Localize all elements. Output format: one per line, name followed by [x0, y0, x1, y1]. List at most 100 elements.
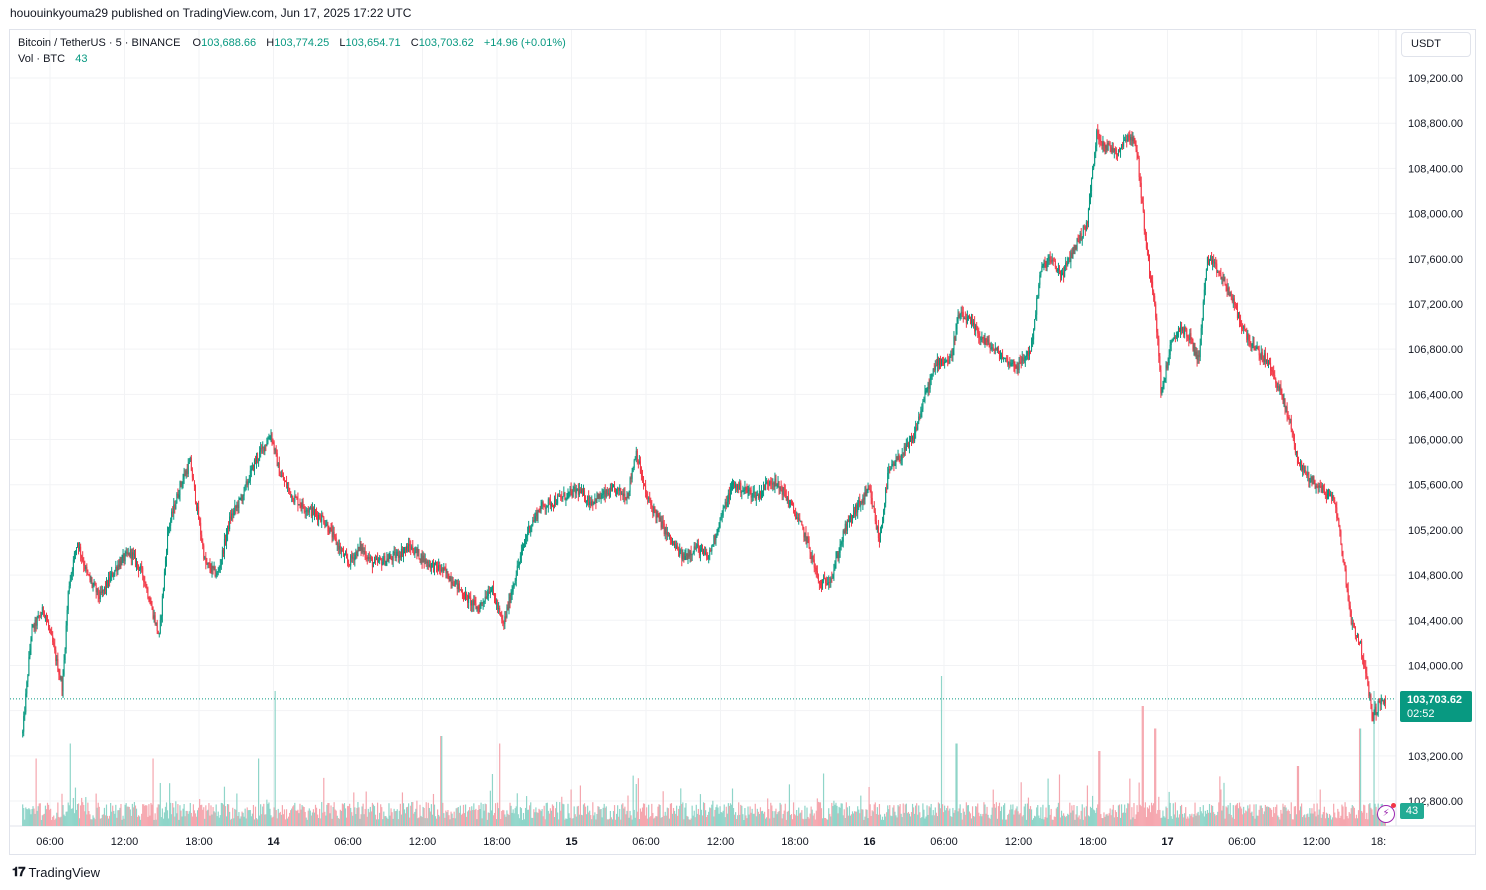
- candle-body: [52, 635, 54, 643]
- candle-body: [321, 515, 323, 522]
- currency-button[interactable]: USDT: [1401, 32, 1471, 57]
- volume-bar: [575, 816, 577, 826]
- candle-body: [1302, 465, 1304, 471]
- candle-body: [727, 493, 729, 502]
- volume-bar: [330, 805, 332, 826]
- candle-body: [1337, 517, 1339, 520]
- volume-bar: [574, 814, 576, 826]
- candle-body: [576, 488, 578, 490]
- candle-body: [991, 347, 993, 349]
- volume-bar: [312, 809, 315, 826]
- volume-bar: [1302, 817, 1304, 826]
- volume-bar: [1293, 806, 1295, 826]
- volume-bar: [171, 814, 173, 826]
- candle-body: [1279, 386, 1281, 391]
- volume-bar: [1101, 817, 1103, 826]
- candle-body: [1065, 262, 1067, 267]
- volume-bar: [1021, 816, 1023, 826]
- legend-symbol[interactable]: Bitcoin / TetherUS · 5 · BINANCE: [18, 37, 181, 49]
- candle-body: [684, 555, 686, 560]
- volume-bar: [1311, 808, 1313, 826]
- volume-bar: [520, 808, 523, 826]
- candle-body: [1187, 336, 1189, 339]
- volume-bar: [339, 809, 341, 826]
- candle-body: [408, 543, 410, 552]
- candle-body: [999, 356, 1001, 360]
- legend-volume-label[interactable]: Vol · BTC: [18, 53, 66, 65]
- volume-bar: [620, 819, 622, 826]
- candle-body: [163, 571, 165, 589]
- candle-body: [1245, 329, 1247, 332]
- candle-body: [161, 595, 163, 617]
- candle-body: [906, 442, 908, 444]
- chart-frame[interactable]: [9, 29, 1476, 855]
- candle-body: [767, 481, 769, 485]
- volume-bar: [934, 807, 936, 826]
- volume-bar: [178, 819, 180, 826]
- candle-body: [610, 487, 612, 490]
- volume-bar: [474, 810, 476, 826]
- candle-body: [983, 337, 985, 345]
- volume-bar: [351, 812, 353, 826]
- volume-bar: [918, 805, 920, 826]
- volume-bar: [591, 819, 593, 826]
- candle-body: [784, 490, 786, 496]
- volume-bar: [248, 810, 250, 826]
- candle-body: [500, 612, 502, 616]
- candle-body: [444, 567, 446, 570]
- volume-bar: [1322, 811, 1324, 826]
- volume-bar: [542, 816, 544, 826]
- volume-bar: [831, 802, 833, 826]
- candle-body: [1235, 305, 1237, 309]
- candle-body: [1271, 370, 1273, 372]
- candle-body: [1156, 317, 1158, 333]
- candle-body: [635, 450, 637, 460]
- candle-body: [272, 441, 274, 443]
- candle-body: [855, 505, 857, 515]
- volume-bar: [795, 815, 797, 826]
- volume-bar: [1190, 815, 1192, 826]
- volume-bar: [369, 806, 371, 826]
- volume-bar: [1170, 816, 1172, 826]
- volume-bar: [1265, 806, 1268, 826]
- tradingview-footer[interactable]: 𝟏𝟕 TradingView: [12, 864, 100, 880]
- candle-body: [136, 561, 138, 565]
- candle-body: [918, 416, 920, 422]
- volume-bar: [1043, 819, 1045, 826]
- volume-bar: [729, 803, 732, 826]
- candle-body: [1212, 259, 1214, 265]
- candle-body: [546, 505, 548, 508]
- candle-body: [363, 550, 365, 552]
- candle-body: [604, 490, 606, 497]
- volume-bar: [577, 805, 579, 826]
- candle-body: [1293, 434, 1295, 444]
- candle-body: [305, 510, 307, 513]
- candle-body: [377, 558, 379, 562]
- volume-bar: [1203, 816, 1205, 826]
- volume-bar: [309, 810, 311, 826]
- y-tick-label: 104,400.00: [1408, 615, 1463, 627]
- candle-body: [508, 597, 510, 610]
- lightning-icon[interactable]: ⚡: [1377, 805, 1395, 823]
- candle-body: [1008, 361, 1010, 365]
- candle-body: [1349, 605, 1351, 611]
- volume-bar: [1187, 816, 1189, 826]
- candle-body: [391, 558, 393, 561]
- candle-body: [1320, 486, 1322, 493]
- candle-body: [621, 493, 623, 495]
- candle-body: [543, 504, 545, 507]
- candle-body: [121, 557, 123, 566]
- candle-body: [320, 518, 322, 522]
- candle-body: [1339, 525, 1341, 532]
- candle-body: [392, 552, 394, 561]
- volume-bar: [181, 816, 183, 826]
- candle-body: [917, 421, 919, 430]
- candle-body: [989, 343, 991, 349]
- volume-bar: [417, 818, 419, 826]
- volume-bar: [327, 802, 329, 826]
- candle-body: [588, 496, 590, 505]
- volume-bar: [258, 758, 260, 826]
- volume-bar: [360, 814, 362, 826]
- candle-body: [409, 543, 411, 547]
